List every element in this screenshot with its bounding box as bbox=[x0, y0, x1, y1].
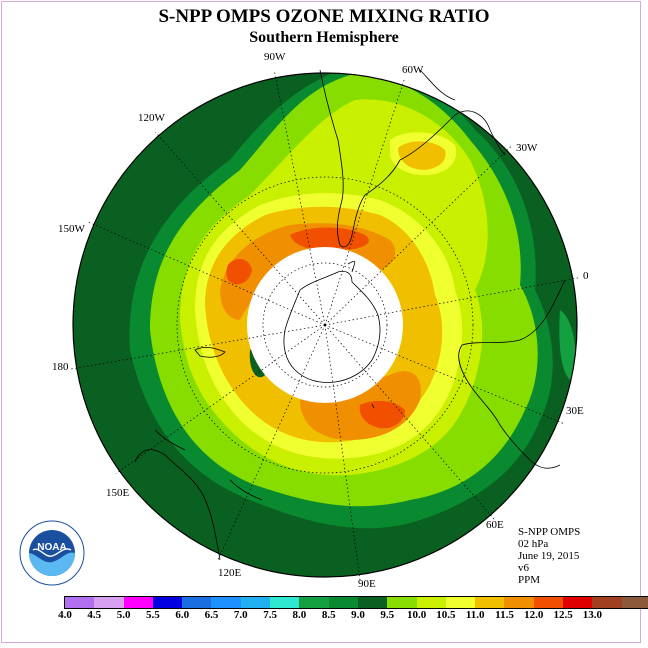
colorbar-swatch bbox=[328, 597, 358, 608]
longitude-labels: 90W 60W 30W 120W 150W 0 180 30E 150E 60E… bbox=[52, 51, 589, 590]
info-block: S-NPP OMPS 02 hPa June 19, 2015 v6 PPM bbox=[518, 526, 580, 586]
info-units: PPM bbox=[518, 574, 541, 586]
lon-label-90e: 90E bbox=[358, 578, 376, 590]
colorbar-swatch bbox=[387, 597, 417, 608]
colorbar-tick-label: 6.0 bbox=[175, 609, 190, 621]
colorbar-swatch bbox=[445, 597, 476, 608]
map-title: S-NPP OMPS OZONE MIXING RATIO bbox=[158, 6, 490, 27]
colorbar-tick-label: 5.0 bbox=[116, 609, 131, 621]
colorbar-swatch bbox=[475, 597, 505, 608]
colorbar-tick-label: 13.0 bbox=[582, 609, 603, 621]
colorbar-tick-label: 6.5 bbox=[204, 609, 219, 621]
info-date: June 19, 2015 bbox=[518, 550, 580, 562]
figure-frame bbox=[1, 1, 641, 643]
colorbar-tick-label: 9.0 bbox=[351, 609, 365, 621]
colorbar-swatch bbox=[65, 597, 95, 608]
colorbar-tick-label: 12.5 bbox=[553, 609, 573, 621]
lon-label-120e: 120E bbox=[218, 567, 242, 579]
lon-label-180: 180 bbox=[52, 361, 69, 373]
colorbar-swatch bbox=[621, 597, 648, 608]
colorbar-tick-label: 7.0 bbox=[233, 609, 248, 621]
lon-label-150e: 150E bbox=[106, 487, 130, 499]
colorbar-tick-label: 11.5 bbox=[495, 609, 514, 621]
info-instrument: S-NPP OMPS bbox=[518, 526, 581, 538]
map-boundary bbox=[72, 72, 578, 578]
info-version: v6 bbox=[518, 562, 529, 574]
colorbar-tick-label: 8.0 bbox=[292, 609, 307, 621]
colorbar-tick-label: 10.0 bbox=[406, 609, 427, 621]
coastlines bbox=[134, 69, 566, 561]
noaa-logo-text: NOAA bbox=[37, 542, 66, 553]
colorbar-swatch bbox=[563, 597, 593, 608]
colorbar-swatch bbox=[357, 597, 388, 608]
colorbar-tick-label: 10.5 bbox=[436, 609, 456, 621]
colorbar-swatch bbox=[152, 597, 183, 608]
colorbar-swatch bbox=[299, 597, 329, 608]
noaa-logo: NOAA bbox=[19, 520, 85, 586]
lon-label-90w: 90W bbox=[264, 51, 286, 63]
lon-label-150w: 150W bbox=[58, 223, 86, 235]
lon-label-30w: 30W bbox=[516, 142, 538, 154]
colorbar-tick-label: 12.0 bbox=[524, 609, 544, 621]
colorbar-swatch bbox=[240, 597, 271, 608]
map-subtitle: Southern Hemisphere bbox=[249, 29, 399, 46]
lon-label-60w: 60W bbox=[402, 64, 424, 76]
colorbar-swatch bbox=[182, 597, 212, 608]
colorbar-swatch bbox=[94, 597, 124, 608]
colorbar-tick-label: 8.5 bbox=[321, 609, 336, 621]
lon-label-30e: 30E bbox=[566, 405, 584, 417]
lon-label-60e: 60E bbox=[486, 519, 504, 531]
colorbar-swatch bbox=[123, 597, 153, 608]
colorbar bbox=[64, 596, 648, 609]
colorbar-tick-label: 5.5 bbox=[146, 609, 160, 621]
colorbar-tick-label: 4.5 bbox=[87, 609, 102, 621]
colorbar-tick-label: 4.0 bbox=[58, 609, 72, 621]
colorbar-swatch bbox=[533, 597, 564, 608]
colorbar-swatch bbox=[504, 597, 534, 608]
info-level: 02 hPa bbox=[518, 538, 549, 550]
colorbar-tick-label: 11.0 bbox=[465, 609, 485, 621]
colorbar-swatch bbox=[592, 597, 622, 608]
lon-label-120w: 120W bbox=[138, 112, 166, 124]
ozone-field bbox=[73, 73, 577, 577]
colorbar-swatch bbox=[270, 597, 300, 608]
colorbar-tick-label: 7.5 bbox=[263, 609, 277, 621]
graticule bbox=[69, 70, 580, 581]
colorbar-swatch bbox=[416, 597, 446, 608]
lon-label-0: 0 bbox=[583, 270, 589, 282]
colorbar-swatch bbox=[211, 597, 241, 608]
colorbar-tick-label: 9.5 bbox=[380, 609, 395, 621]
